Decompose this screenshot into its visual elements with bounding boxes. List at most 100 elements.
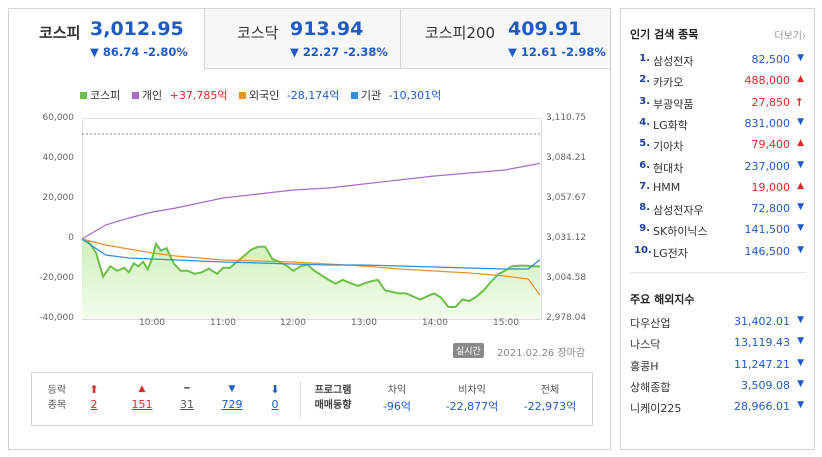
chevron-right-icon: ›	[802, 31, 806, 42]
stock-price: 19,000	[751, 180, 791, 194]
program-col-value: -22,877억	[445, 400, 499, 413]
legend-swatch	[238, 92, 246, 99]
breadth-count: 0	[271, 398, 279, 411]
stock-name: 부광약품	[653, 97, 694, 111]
stock-name: 카카오	[653, 76, 684, 90]
overseas-item[interactable]: 나스닥 13,119.43 ▼	[621, 336, 814, 357]
y-right-tick: 3,031.12	[546, 233, 587, 243]
date-text: 2021.02.26	[497, 348, 555, 359]
overseas-item[interactable]: 상해종합 3,509.08 ▼	[621, 379, 814, 400]
plot-frame	[82, 118, 542, 320]
popular-item[interactable]: 9. SK하이닉스 141,500 ▼	[621, 223, 814, 244]
y-left-tick: 20,000	[42, 193, 75, 203]
rank: 8.	[639, 202, 650, 214]
program-label-line: 매매동향	[314, 400, 352, 411]
down-arrow-icon: ▼	[797, 378, 804, 389]
breadth-fall[interactable]: ▼ 729	[217, 383, 247, 411]
down-arrow-icon: ▼	[797, 53, 804, 63]
market-status: 장마감	[557, 348, 586, 359]
program-label: 프로그램 매매동향	[308, 383, 358, 413]
investor-line	[82, 238, 541, 270]
index-name: 니케이225	[630, 402, 682, 416]
popular-item[interactable]: 5. 기아차 79,400 ▲	[621, 138, 814, 159]
legend-swatch	[131, 92, 139, 99]
legend-value: -28,174억	[286, 89, 340, 102]
unchanged-icon: ━	[184, 384, 190, 394]
overseas-item[interactable]: 홍콩H 11,247.21 ▼	[621, 358, 814, 379]
breadth-count: 729	[221, 398, 243, 411]
down-arrow-icon: ▼	[797, 223, 804, 234]
breadth-count: 31	[180, 398, 194, 411]
popular-item[interactable]: 3. 부광약품 27,850 ↑	[621, 96, 814, 117]
rank: 10.	[634, 244, 652, 256]
down-arrow-icon: ▼	[797, 202, 804, 213]
popular-item[interactable]: 1. 삼성전자 82,500 ▼	[621, 53, 814, 74]
tab-change: ▼ 12.61 -2.98%	[508, 45, 606, 59]
tab-value: 3,012.95	[90, 18, 184, 40]
stock-name: 현대차	[653, 161, 684, 175]
index-price: 13,119.43	[734, 336, 790, 350]
stock-price: 831,000	[744, 116, 791, 130]
investor-line	[82, 162, 541, 240]
more-label: 더보기	[774, 31, 802, 42]
stock-name: HMM	[653, 180, 681, 194]
y-right-tick: 2,978.04	[546, 313, 587, 323]
x-tick: 12:00	[280, 318, 306, 328]
legend-swatch	[80, 92, 87, 99]
down-arrow-icon: ▼	[797, 315, 804, 325]
investor-line	[82, 238, 541, 296]
up-arrow-icon: ▲	[797, 180, 804, 191]
stock-price: 237,000	[744, 159, 791, 173]
market-breadth-box: 등락 종목 ⬆ 2 ▲ 151 ━ 31 ▼ 729 ⬇ 0 프로그램 매매동향…	[31, 372, 593, 426]
tab-kospi[interactable]: 코스피 3,012.95 ▼ 86.74 -2.80%	[9, 9, 204, 69]
popular-item[interactable]: 8. 삼성전자우 72,800 ▼	[621, 202, 814, 223]
x-tick: 10:00	[139, 318, 165, 328]
tab-change: ▼ 22.27 -2.38%	[290, 45, 388, 59]
x-tick: 11:00	[210, 318, 236, 328]
legend-label: 개인	[141, 89, 163, 102]
tab-value: 913.94	[290, 18, 364, 40]
x-tick: 13:00	[351, 318, 377, 328]
down-arrow-icon: ▼	[797, 244, 804, 255]
popular-item[interactable]: 7. HMM 19,000 ▲	[621, 181, 814, 202]
program-col-value: -22,973억	[523, 400, 577, 413]
index-price: 11,247.21	[734, 357, 790, 371]
popular-item[interactable]: 4. LG화학 831,000 ▼	[621, 117, 814, 138]
more-link[interactable]: 더보기›	[774, 27, 806, 42]
overseas-item[interactable]: 다우산업 31,402.01 ▼	[621, 315, 814, 336]
overseas-item[interactable]: 니케이225 28,966.01 ▼	[621, 400, 814, 421]
rank: 3.	[639, 95, 650, 107]
legend-label: 외국인	[248, 89, 280, 102]
tab-kospi200[interactable]: 코스피200 409.91 ▼ 12.61 -2.98%	[400, 9, 610, 69]
kospi-line	[82, 238, 541, 308]
index-price: 3,509.08	[741, 378, 790, 392]
index-tabs: 코스피 3,012.95 ▼ 86.74 -2.80% 코스닥 913.94 ▼…	[9, 9, 610, 69]
program-col-head: 비차익	[458, 385, 486, 396]
breadth-rise[interactable]: ▲ 151	[127, 383, 157, 411]
popular-item[interactable]: 2. 카카오 488,000 ▲	[621, 74, 814, 95]
tab-name: 코스피	[39, 24, 81, 42]
divider	[630, 272, 807, 273]
down-arrow-icon: ▼	[797, 357, 804, 368]
rank: 1.	[639, 53, 650, 64]
kospi-area	[82, 239, 540, 319]
breadth-upper-limit[interactable]: ⬆ 2	[82, 383, 106, 411]
popular-item[interactable]: 6. 현대차 237,000 ▼	[621, 160, 814, 181]
index-price: 31,402.01	[734, 315, 790, 328]
fall-icon: ▼	[228, 384, 236, 394]
popular-item[interactable]: 10. LG전자 146,500 ▼	[621, 245, 814, 266]
breadth-unchanged[interactable]: ━ 31	[172, 383, 202, 411]
breadth-label-line: 등락	[47, 385, 67, 396]
intraday-chart	[82, 118, 542, 320]
stock-name: LG화학	[653, 118, 688, 132]
stock-price: 79,400	[751, 138, 791, 152]
y-left-tick: -40,000	[39, 313, 74, 323]
legend-item-foreign: 외국인 -28,174억	[238, 89, 343, 102]
tab-change: ▼ 86.74 -2.80%	[90, 45, 188, 59]
rise-icon: ▲	[138, 384, 146, 394]
sidebar: 인기 검색 종목 더보기› 1. 삼성전자 82,500 ▼ 2. 카카오 488,000 ▲…	[620, 8, 815, 450]
index-name: 홍콩H	[630, 359, 659, 373]
breadth-lower-limit[interactable]: ⬇ 0	[263, 383, 287, 411]
tab-kosdaq[interactable]: 코스닥 913.94 ▼ 22.27 -2.38%	[204, 9, 400, 69]
realtime-badge[interactable]: 실시간	[453, 343, 484, 358]
